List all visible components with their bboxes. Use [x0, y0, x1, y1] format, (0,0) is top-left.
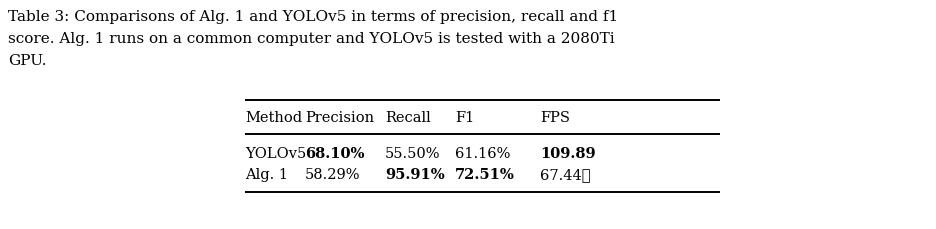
- Text: Method: Method: [244, 111, 301, 125]
- Text: 61.16%: 61.16%: [455, 147, 510, 161]
- Text: 68.10%: 68.10%: [305, 147, 364, 161]
- Text: GPU.: GPU.: [8, 54, 47, 68]
- Text: YOLOv5: YOLOv5: [244, 147, 306, 161]
- Text: 58.29%: 58.29%: [305, 168, 360, 182]
- Text: Alg. 1: Alg. 1: [244, 168, 287, 182]
- Text: F1: F1: [455, 111, 474, 125]
- Text: 67.44★: 67.44★: [539, 168, 590, 182]
- Text: FPS: FPS: [539, 111, 569, 125]
- Text: 55.50%: 55.50%: [385, 147, 440, 161]
- Text: 95.91%: 95.91%: [385, 168, 445, 182]
- Text: 72.51%: 72.51%: [455, 168, 514, 182]
- Text: score. Alg. 1 runs on a common computer and YOLOv5 is tested with a 2080Ti: score. Alg. 1 runs on a common computer …: [8, 32, 614, 46]
- Text: 109.89: 109.89: [539, 147, 595, 161]
- Text: Recall: Recall: [385, 111, 431, 125]
- Text: Precision: Precision: [305, 111, 373, 125]
- Text: Table 3: Comparisons of Alg. 1 and YOLOv5 in terms of precision, recall and f1: Table 3: Comparisons of Alg. 1 and YOLOv…: [8, 10, 618, 24]
